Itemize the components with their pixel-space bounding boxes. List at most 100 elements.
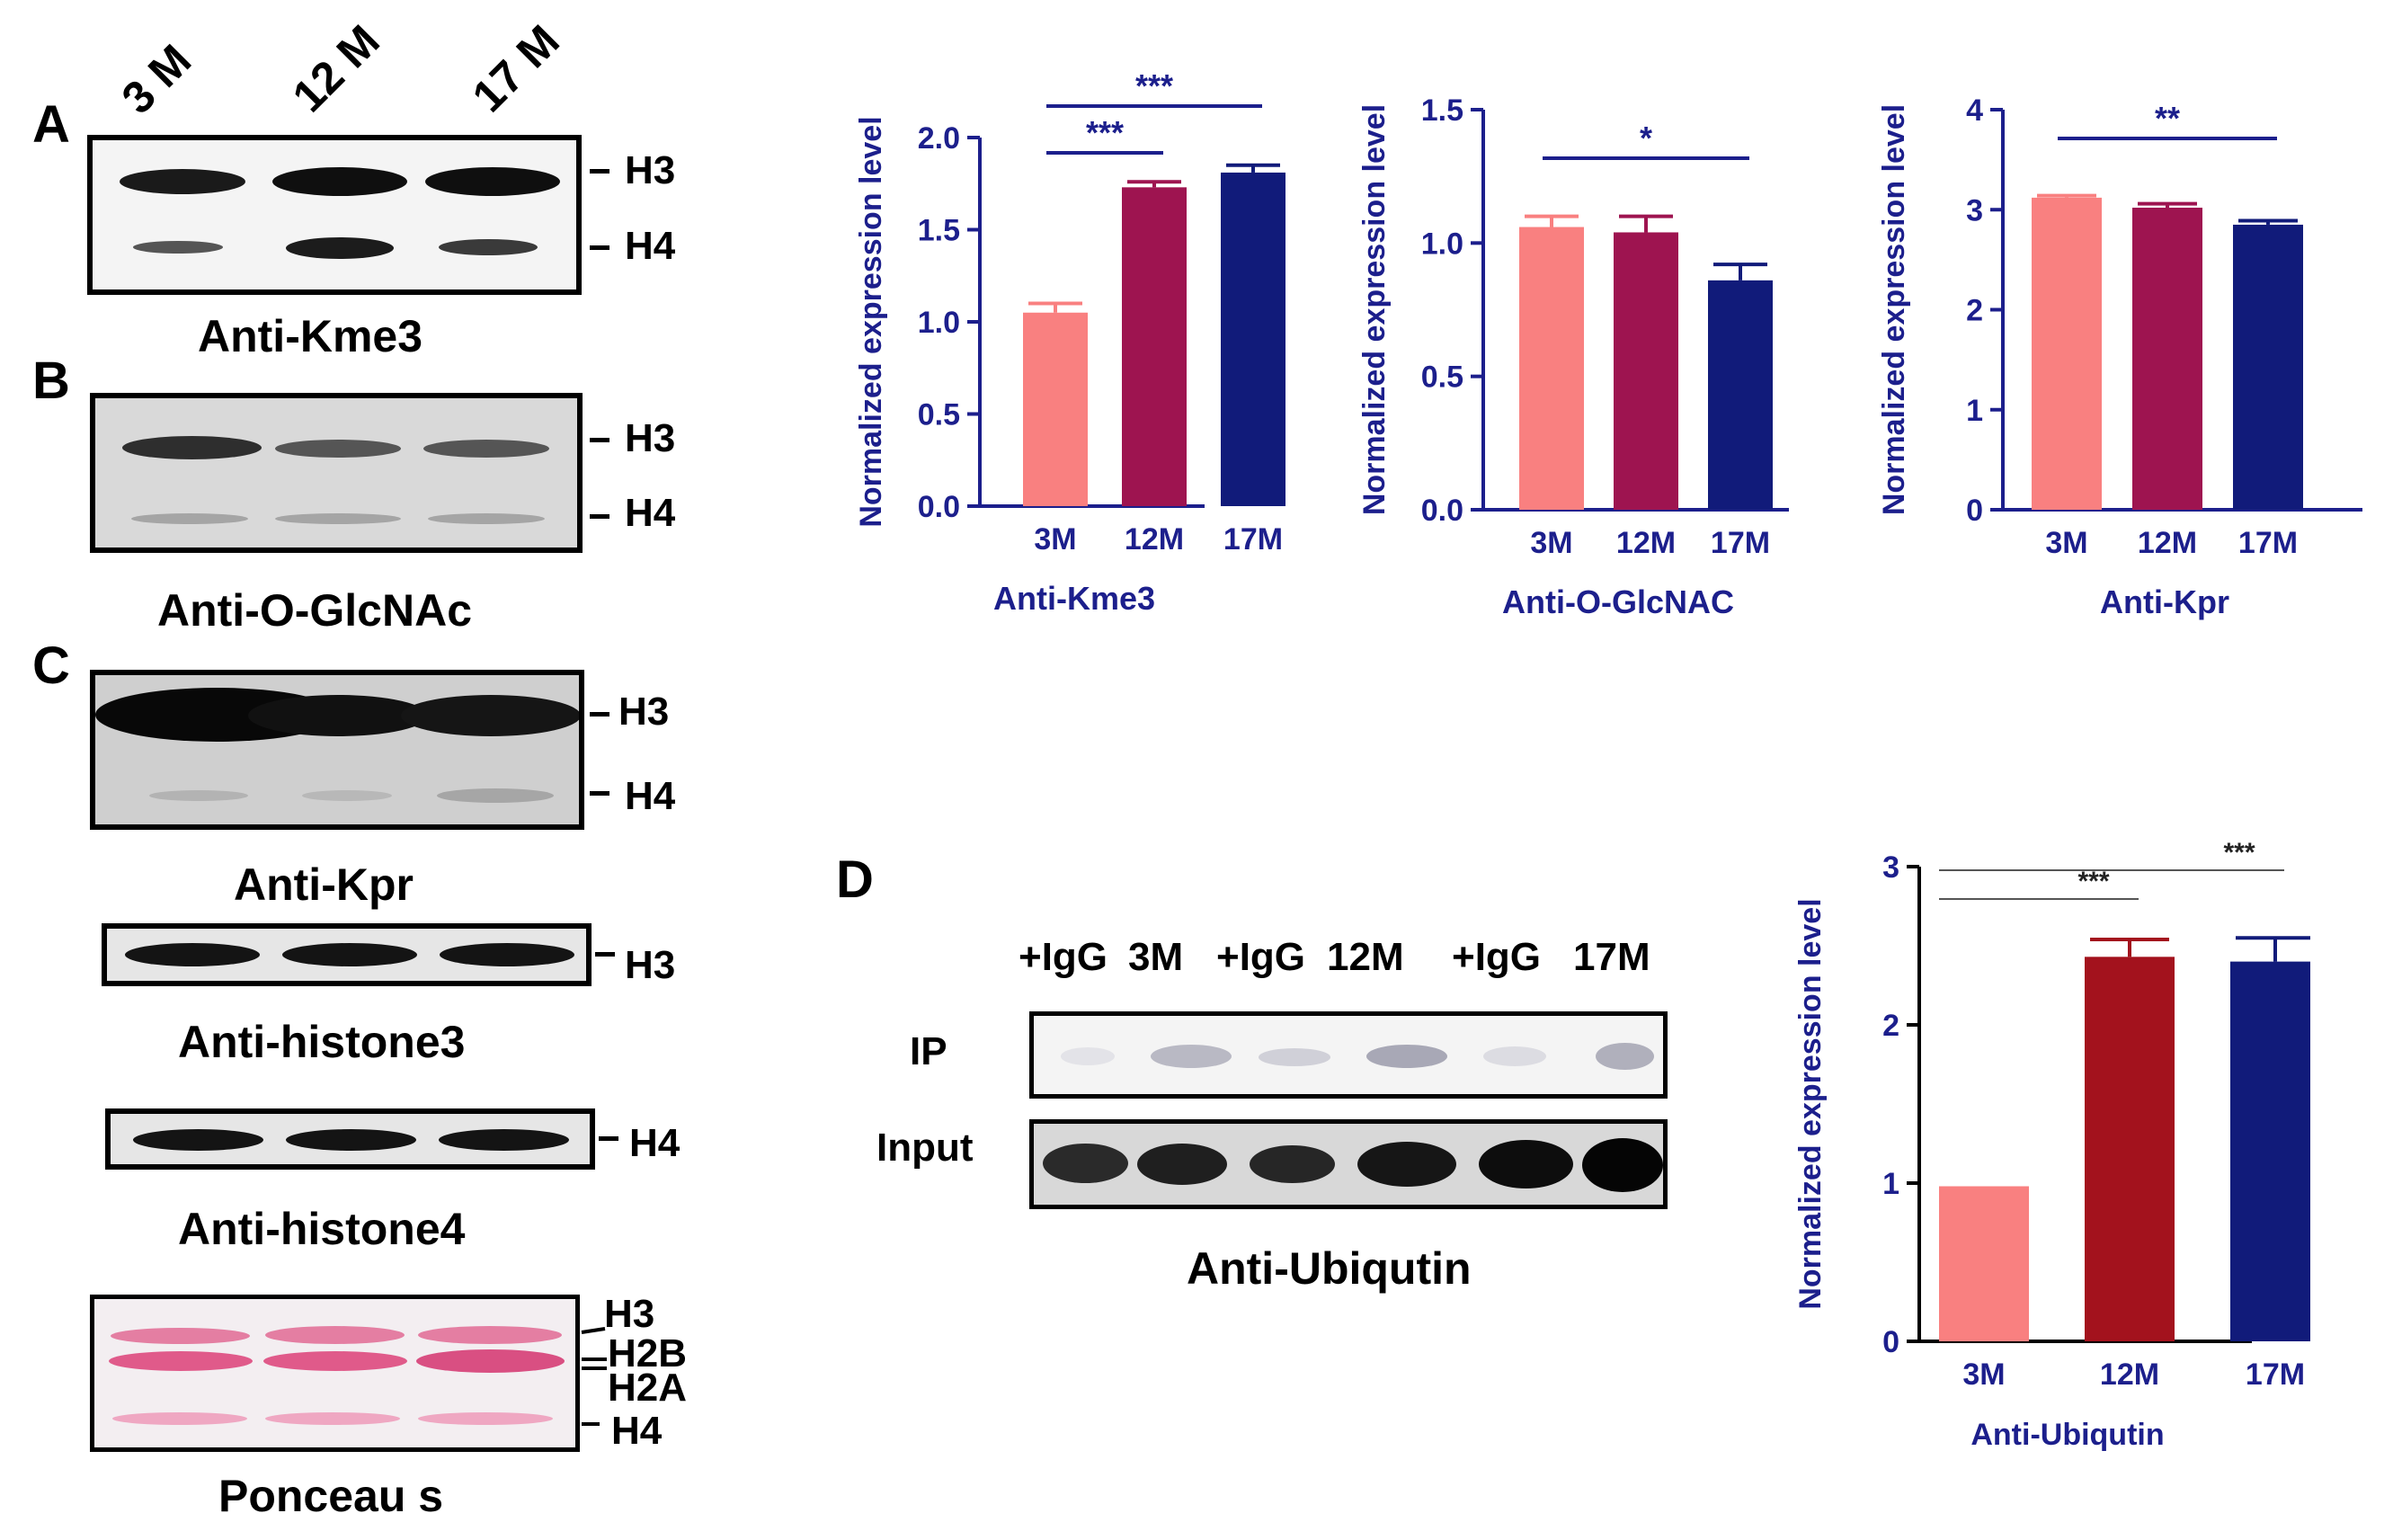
- input-band-lane6: [1582, 1138, 1663, 1192]
- input-row-label: Input: [876, 1126, 974, 1170]
- bar-12M: [1122, 187, 1187, 506]
- ip-lane-label-5: +IgG: [1452, 935, 1542, 979]
- panel-letter-a: A: [32, 95, 70, 154]
- y-tick-label: 2: [1966, 294, 1983, 328]
- x-axis-label: Anti-Kme3: [993, 580, 1155, 617]
- y-tick-label: 1.5: [1421, 93, 1463, 128]
- marker-h3-kme3: H3: [625, 148, 676, 192]
- band-h4-lane1: [149, 790, 248, 801]
- y-tick-label: 1.5: [918, 214, 960, 248]
- bar-3M: [1519, 227, 1584, 511]
- y-tick-label: 3: [1882, 850, 1899, 885]
- band-h3-lane1: [120, 169, 245, 194]
- y-tick-label: 0.0: [918, 490, 960, 524]
- x-tick-label: 3M: [1034, 522, 1076, 556]
- ponceau-band-h3-lane1: [111, 1328, 250, 1344]
- input-band-lane3: [1250, 1145, 1335, 1183]
- tick-h3-oglcnac: [590, 438, 609, 442]
- caption-oglcnac: Anti-O-GlcNAc: [157, 585, 472, 636]
- marker-h2a-ponceau: H2A: [608, 1366, 688, 1410]
- input-band-lane5: [1479, 1140, 1573, 1188]
- y-axis-label: Normalized expression level: [854, 116, 888, 527]
- ip-lane-label-2: 3M: [1128, 935, 1184, 979]
- marker-h4-kpr: H4: [625, 774, 676, 818]
- bar-17M: [1708, 280, 1773, 510]
- chart-kme3: Normalized expression level 0.0 0.5 1.0 1.5 2…: [854, 67, 1285, 617]
- caption-ubiquitin: Anti-Ubiqutin: [1187, 1243, 1472, 1294]
- significance-label: **: [2155, 100, 2180, 137]
- y-tick-label: 2.0: [918, 121, 960, 156]
- marker-h2b-ponceau: H2B: [608, 1331, 688, 1375]
- x-tick-label: 12M: [2100, 1358, 2159, 1392]
- y-tick-label: 0.5: [918, 398, 960, 432]
- ip-band-lane1: [1061, 1047, 1115, 1065]
- bar-3M: [1023, 312, 1088, 506]
- y-tick-label: 2: [1882, 1009, 1899, 1043]
- input-band-lane1: [1043, 1144, 1128, 1183]
- band-h4-lane2: [286, 237, 394, 259]
- x-tick-label: 17M: [1711, 526, 1770, 560]
- marker-h4-histone4: H4: [629, 1121, 681, 1165]
- bar-17M: [1221, 172, 1285, 506]
- y-tick-label: 0: [1882, 1325, 1899, 1359]
- band-h3-lane3: [423, 440, 549, 458]
- bar-12M: [2085, 957, 2175, 1341]
- band-h4-lane1: [131, 513, 248, 524]
- significance-label: *: [1640, 120, 1652, 156]
- panel-letter-d: D: [836, 850, 874, 909]
- ponceau-band-h2b-lane1: [109, 1351, 253, 1371]
- marker-h3-histone3: H3: [625, 943, 676, 987]
- ip-band-lane4: [1366, 1045, 1447, 1068]
- tick-h4-histone4: [599, 1136, 618, 1141]
- ip-band-lane5: [1483, 1046, 1546, 1066]
- band-h4-lane2: [275, 513, 401, 524]
- tick-h3-kme3: [590, 169, 609, 174]
- input-band-lane2: [1137, 1144, 1227, 1185]
- band-h3-lane1: [125, 943, 260, 966]
- tick-h3-histone3: [595, 952, 615, 957]
- marker-h3-kpr: H3: [618, 690, 670, 734]
- x-tick-label: 12M: [1125, 522, 1184, 556]
- y-axis-label: Normalized expression level: [1877, 104, 1911, 515]
- ip-row-label: IP: [910, 1029, 947, 1073]
- band-h4-lane1: [133, 1129, 263, 1151]
- ip-lane-label-3: +IgG: [1216, 935, 1306, 979]
- band-h3-lane1: [122, 436, 262, 459]
- tick-h4-kpr: [590, 791, 609, 796]
- tick-h4-kme3: [590, 245, 609, 250]
- ponceau-band-h3-lane3: [418, 1326, 562, 1344]
- y-tick-label: 0.0: [1421, 494, 1463, 528]
- band-h4-lane2: [302, 790, 392, 801]
- bar-17M: [2230, 961, 2310, 1341]
- y-axis-label: Normalized expression level: [1357, 104, 1392, 515]
- bar-12M: [2132, 208, 2202, 510]
- x-tick-label: 12M: [2138, 526, 2197, 560]
- y-tick-label: 3: [1966, 193, 1983, 227]
- x-axis-label: Anti-Kpr: [2100, 583, 2229, 620]
- band-h4-lane1: [133, 241, 223, 254]
- x-tick-label: 17M: [1223, 522, 1283, 556]
- ponceau-band-h2b-lane2: [263, 1351, 407, 1371]
- caption-kpr: Anti-Kpr: [234, 859, 414, 910]
- band-h3-lane3: [425, 167, 560, 196]
- panel-letter-c: C: [32, 636, 70, 695]
- chart-oglcnac: Normalized expression level 0.0 0.5 1.0 1.5 3…: [1357, 93, 1789, 620]
- y-tick-label: 1.0: [1421, 227, 1463, 261]
- x-tick-label: 17M: [2238, 526, 2298, 560]
- ip-lane-label-6: 17M: [1573, 935, 1650, 979]
- y-tick-label: 1.0: [918, 306, 960, 340]
- x-axis-label: Anti-Ubiqutin: [1970, 1418, 2164, 1452]
- y-axis-label: Normalized expression level: [1793, 898, 1828, 1309]
- marker-h3-ponceau: H3: [604, 1292, 655, 1336]
- lane-label-17m: 17 M: [462, 15, 569, 122]
- marker-h4-kme3: H4: [625, 224, 676, 268]
- caption-histone4: Anti-histone4: [178, 1204, 466, 1254]
- x-tick-label: 17M: [2246, 1358, 2305, 1392]
- bar-3M: [2032, 197, 2102, 510]
- significance-label: ***: [2223, 838, 2255, 868]
- lane-label-3m: 3 M: [111, 34, 201, 124]
- y-tick-label: 1: [1966, 394, 1983, 428]
- ponceau-marker-ticks: [581, 1327, 607, 1426]
- significance-label: ***: [2077, 867, 2109, 896]
- band-h4-lane3: [428, 513, 545, 524]
